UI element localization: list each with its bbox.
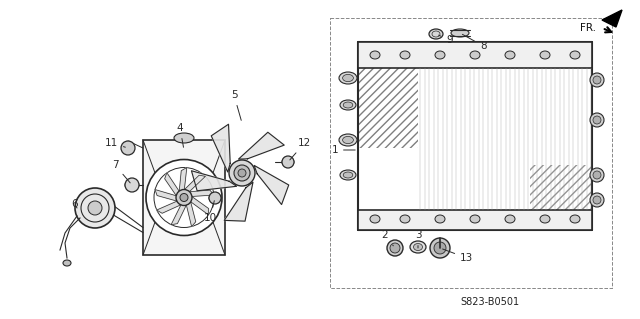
Text: 13: 13 xyxy=(443,249,473,263)
Ellipse shape xyxy=(413,243,422,250)
Polygon shape xyxy=(186,198,196,226)
Ellipse shape xyxy=(451,29,469,37)
Circle shape xyxy=(593,116,601,124)
Circle shape xyxy=(180,194,188,202)
Ellipse shape xyxy=(470,51,480,59)
Bar xyxy=(330,18,612,288)
Circle shape xyxy=(234,165,250,181)
Bar xyxy=(143,140,225,255)
Circle shape xyxy=(125,178,139,192)
Bar xyxy=(358,210,592,230)
Circle shape xyxy=(121,141,135,155)
Circle shape xyxy=(590,73,604,87)
Text: 12: 12 xyxy=(290,138,311,160)
Circle shape xyxy=(390,243,400,253)
Text: 7: 7 xyxy=(112,160,130,183)
Circle shape xyxy=(238,169,246,177)
Circle shape xyxy=(590,193,604,207)
Ellipse shape xyxy=(429,29,443,39)
Ellipse shape xyxy=(370,215,380,223)
Polygon shape xyxy=(211,124,230,172)
Ellipse shape xyxy=(470,215,480,223)
Ellipse shape xyxy=(400,51,410,59)
Ellipse shape xyxy=(435,51,445,59)
Polygon shape xyxy=(179,167,187,195)
Circle shape xyxy=(229,160,255,186)
Ellipse shape xyxy=(342,137,353,144)
Text: 2: 2 xyxy=(381,230,394,246)
Ellipse shape xyxy=(339,72,357,84)
Polygon shape xyxy=(191,171,237,191)
Ellipse shape xyxy=(343,102,353,108)
Polygon shape xyxy=(182,175,205,193)
Ellipse shape xyxy=(340,170,356,180)
Circle shape xyxy=(430,238,450,258)
Text: S823-B0501: S823-B0501 xyxy=(460,297,520,307)
Polygon shape xyxy=(254,165,289,204)
Ellipse shape xyxy=(63,260,71,266)
Polygon shape xyxy=(171,202,188,225)
Circle shape xyxy=(75,188,115,228)
Polygon shape xyxy=(155,189,180,202)
Bar xyxy=(358,68,418,148)
Ellipse shape xyxy=(370,51,380,59)
Circle shape xyxy=(593,196,601,204)
Text: 9: 9 xyxy=(438,35,452,45)
Ellipse shape xyxy=(400,215,410,223)
Text: 3: 3 xyxy=(415,230,421,248)
Ellipse shape xyxy=(505,215,515,223)
Circle shape xyxy=(593,171,601,179)
Circle shape xyxy=(434,242,446,254)
Ellipse shape xyxy=(342,74,353,82)
Ellipse shape xyxy=(505,51,515,59)
Ellipse shape xyxy=(435,215,445,223)
Circle shape xyxy=(590,113,604,127)
Text: 11: 11 xyxy=(105,138,125,148)
Circle shape xyxy=(88,201,102,215)
Polygon shape xyxy=(186,190,214,197)
Text: 10: 10 xyxy=(204,201,216,223)
Circle shape xyxy=(146,160,222,235)
Ellipse shape xyxy=(540,215,550,223)
Circle shape xyxy=(593,76,601,84)
Ellipse shape xyxy=(570,51,580,59)
Ellipse shape xyxy=(343,172,353,178)
Text: 4: 4 xyxy=(177,123,184,147)
Ellipse shape xyxy=(410,241,426,253)
Ellipse shape xyxy=(540,51,550,59)
Text: 6: 6 xyxy=(72,199,78,209)
Circle shape xyxy=(209,192,221,204)
Text: 8: 8 xyxy=(463,34,486,51)
Polygon shape xyxy=(189,195,209,215)
Bar xyxy=(530,165,592,210)
Text: FR.: FR. xyxy=(580,23,596,33)
Polygon shape xyxy=(239,132,284,159)
Circle shape xyxy=(387,240,403,256)
Text: 1: 1 xyxy=(332,145,355,155)
Circle shape xyxy=(590,168,604,182)
Polygon shape xyxy=(224,182,253,221)
Text: 5: 5 xyxy=(230,90,241,120)
Circle shape xyxy=(282,156,294,168)
Polygon shape xyxy=(602,10,622,27)
Ellipse shape xyxy=(340,100,356,110)
Ellipse shape xyxy=(339,134,357,146)
Circle shape xyxy=(176,189,192,205)
Polygon shape xyxy=(164,173,180,199)
Bar xyxy=(358,42,592,68)
Polygon shape xyxy=(157,200,184,213)
Ellipse shape xyxy=(174,133,194,143)
Ellipse shape xyxy=(570,215,580,223)
